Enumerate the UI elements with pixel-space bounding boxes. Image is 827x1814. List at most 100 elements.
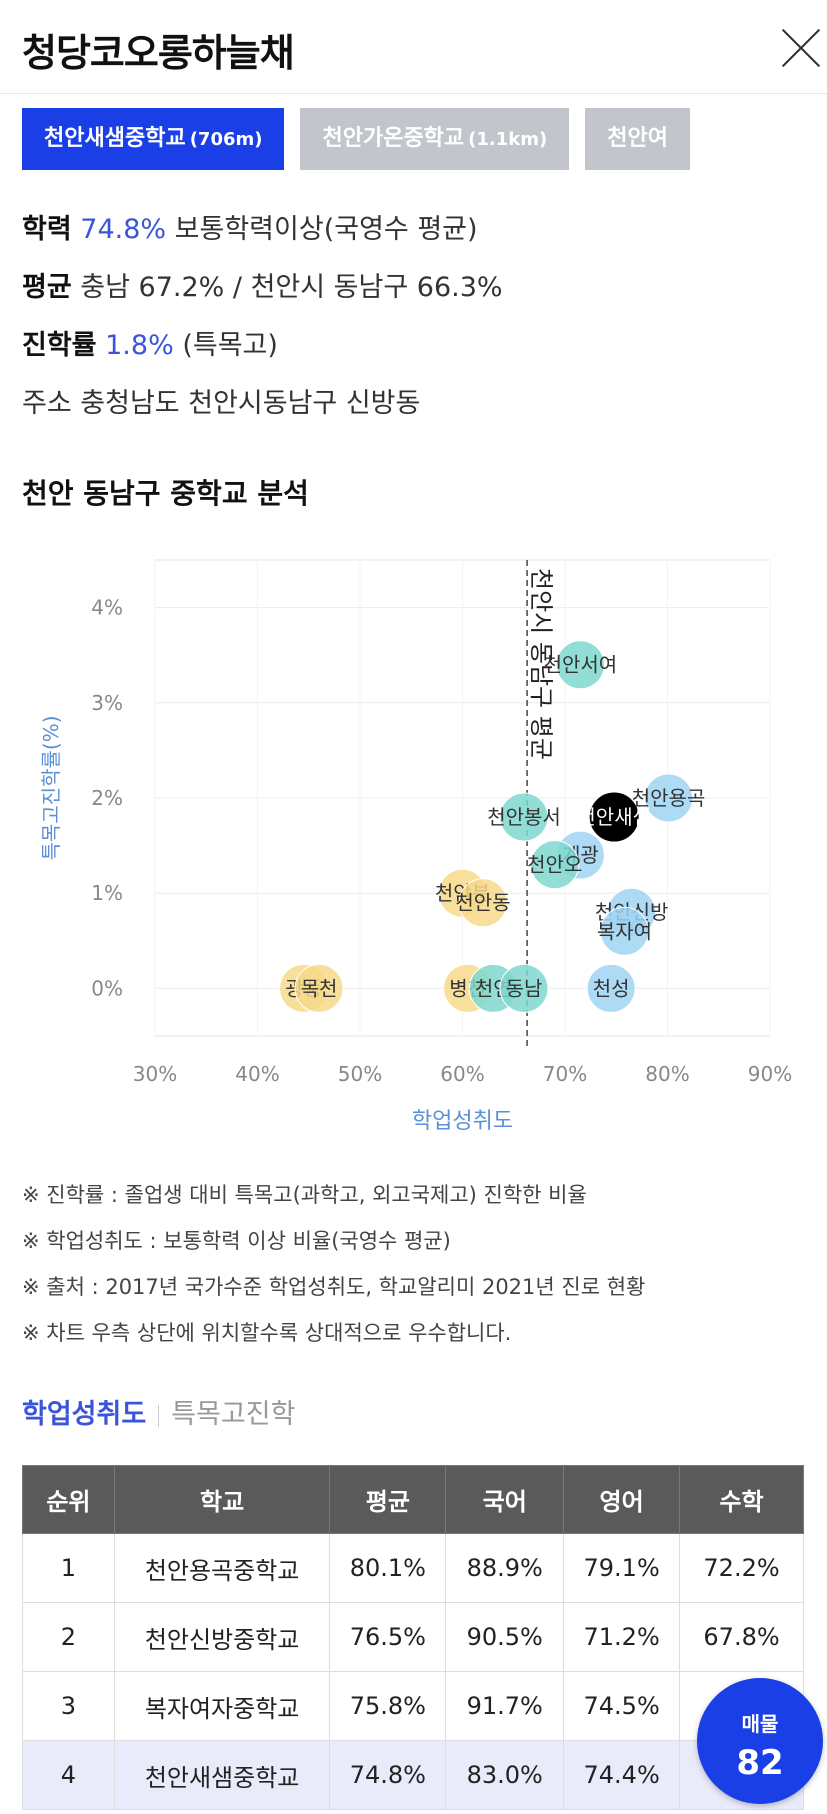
- tab-school-name: 천안새샘중학교: [44, 126, 186, 151]
- col-rank: 순위: [22, 1465, 115, 1534]
- y-tick-label: 2%: [91, 786, 123, 810]
- ranking-table: 순위 학교 평균 국어 영어 수학 1 천안용곡중학교 80.1% 88.9% …: [22, 1465, 804, 1810]
- data-point: [294, 963, 344, 1013]
- badge-label: 매물: [741, 1712, 779, 1736]
- cell-average: 80.1%: [329, 1533, 447, 1603]
- notes: ※ 진학률 : 졸업생 대비 특목고(과학고, 외고국제고) 진학한 비율 ※ …: [22, 1180, 645, 1364]
- subtab-divider: [158, 1404, 160, 1427]
- data-point-label: 천안오: [527, 853, 582, 877]
- data-point: [555, 640, 605, 690]
- cell-average: 74.8%: [329, 1740, 447, 1810]
- cell-average: 76.5%: [329, 1602, 447, 1672]
- data-point-label: 천안서여: [544, 653, 618, 677]
- y-axis-label: 특목고진학률(%): [39, 715, 63, 860]
- cell-korean: 83.0%: [445, 1740, 565, 1810]
- y-tick-label: 3%: [91, 691, 123, 715]
- cell-rank: 3: [22, 1671, 115, 1741]
- average-desc: 충남 67.2% / 천안시 동남구 66.3%: [80, 272, 503, 303]
- x-tick-label: 70%: [543, 1062, 587, 1086]
- cell-math: 67.8%: [679, 1602, 804, 1672]
- cell-english: 79.1%: [563, 1533, 681, 1603]
- x-tick-label: 80%: [645, 1062, 689, 1086]
- cell-english: 71.2%: [563, 1602, 681, 1672]
- data-point: [499, 963, 549, 1013]
- data-point-label: 복자여: [597, 919, 652, 943]
- tab-school-name: 천안가온중학교: [322, 126, 465, 151]
- data-point-label: 천안봉서: [487, 805, 561, 829]
- table-header-row: 순위 학교 평균 국어 영어 수학: [22, 1465, 804, 1534]
- address-line: 주소 충청남도 천안시동남구 신방동: [22, 384, 503, 442]
- data-point: [530, 840, 580, 890]
- data-point: [599, 906, 649, 956]
- cell-rank: 1: [22, 1533, 115, 1603]
- col-korean: 국어: [445, 1465, 565, 1534]
- data-point-label: 동남: [506, 976, 543, 1000]
- data-point: [499, 792, 549, 842]
- cell-average: 75.8%: [329, 1671, 447, 1741]
- address-label: 주소: [22, 388, 72, 419]
- col-math: 수학: [679, 1465, 804, 1534]
- achievement-label: 학력: [22, 214, 72, 245]
- cell-school: 천안용곡중학교: [113, 1533, 331, 1603]
- cell-school: 복자여자중학교: [113, 1671, 331, 1741]
- school-tabs: 천안새샘중학교 (706m) 천안가온중학교 (1.1km) 천안여: [22, 108, 827, 170]
- tab-school-2[interactable]: 천안가온중학교 (1.1km): [300, 108, 570, 170]
- x-tick-label: 90%: [748, 1062, 792, 1086]
- advance-value: 1.8%: [105, 330, 174, 361]
- data-point-label: 천성: [593, 976, 630, 1000]
- data-point: [586, 963, 636, 1013]
- note-line: ※ 진학률 : 졸업생 대비 특목고(과학고, 외고국제고) 진학한 비율: [22, 1183, 587, 1207]
- average-line: 평균 충남 67.2% / 천안시 동남구 66.3%: [22, 268, 503, 326]
- data-point-label: 천안새샘: [577, 805, 651, 829]
- cell-english: 74.5%: [563, 1671, 681, 1741]
- tab-school-name: 천안여: [607, 126, 668, 151]
- table-row[interactable]: 3 복자여자중학교 75.8% 91.7% 74.5%: [22, 1671, 804, 1741]
- note-line: ※ 학업성취도 : 보통학력 이상 비율(국영수 평균): [22, 1229, 451, 1253]
- table-row[interactable]: 1 천안용곡중학교 80.1% 88.9% 79.1% 72.2%: [22, 1533, 804, 1603]
- address-value: 충청남도 천안시동남구 신방동: [80, 388, 421, 419]
- data-point-label: 목천: [301, 976, 338, 1000]
- average-label: 평균: [22, 272, 72, 303]
- x-tick-label: 30%: [133, 1062, 177, 1086]
- tab-special-school[interactable]: 특목고진학: [171, 1399, 296, 1430]
- badge-count: 82: [736, 1743, 784, 1783]
- tab-achievement[interactable]: 학업성취도: [22, 1399, 147, 1430]
- y-tick-label: 0%: [91, 976, 123, 1000]
- x-tick-label: 50%: [338, 1062, 382, 1086]
- col-english: 영어: [563, 1465, 681, 1534]
- data-point: [589, 792, 639, 842]
- advance-desc: (특목고): [182, 330, 278, 361]
- data-point-label: 천안용곡: [632, 786, 706, 810]
- x-axis-label: 학업성취도: [412, 1109, 513, 1134]
- x-tick-label: 40%: [235, 1062, 279, 1086]
- achievement-desc: 보통학력이상(국영수 평균): [174, 214, 478, 245]
- y-tick-label: 1%: [91, 881, 123, 905]
- advance-line: 진학률 1.8% (특목고): [22, 326, 503, 384]
- y-tick-label: 4%: [91, 596, 123, 620]
- listings-badge-button[interactable]: 매물 82: [697, 1678, 823, 1804]
- header: 청당코오롱하늘채: [0, 0, 827, 94]
- close-icon[interactable]: [778, 22, 824, 68]
- section-title: 천안 동남구 중학교 분석: [22, 477, 309, 510]
- cell-english: 74.4%: [563, 1740, 681, 1810]
- note-line: ※ 차트 우측 상단에 위치할수록 상대적으로 우수합니다.: [22, 1321, 512, 1345]
- cell-school: 천안신방중학교: [113, 1602, 331, 1672]
- tab-school-3[interactable]: 천안여: [585, 108, 690, 170]
- col-school: 학교: [113, 1465, 331, 1534]
- table-row-highlighted[interactable]: 4 천안새샘중학교 74.8% 83.0% 74.4%: [22, 1740, 804, 1810]
- scatter-chart: 0% 1% 2% 3% 4% 30% 40% 50% 60% 70% 80% 90% 학업성취도 특목고진…: [39, 559, 792, 1134]
- ranking-subtabs: 학업성취도 특목고진학: [22, 1392, 295, 1431]
- data-point: [644, 773, 694, 823]
- cell-school: 천안새샘중학교: [113, 1740, 331, 1810]
- page-title: 청당코오롱하늘채: [22, 31, 295, 75]
- tab-school-1[interactable]: 천안새샘중학교 (706m): [22, 108, 285, 170]
- school-info: 학력 74.8% 보통학력이상(국영수 평균) 평균 충남 67.2% / 천안…: [22, 210, 503, 442]
- reference-line-label: 천안시 동남구 평균: [527, 568, 555, 760]
- cell-korean: 90.5%: [445, 1602, 565, 1672]
- col-average: 평균: [329, 1465, 447, 1534]
- data-point-label: 천안동: [455, 891, 510, 915]
- table-row[interactable]: 2 천안신방중학교 76.5% 90.5% 71.2% 67.8%: [22, 1602, 804, 1672]
- achievement-value: 74.8%: [80, 214, 167, 245]
- data-point: [458, 878, 508, 928]
- cell-rank: 4: [22, 1740, 115, 1810]
